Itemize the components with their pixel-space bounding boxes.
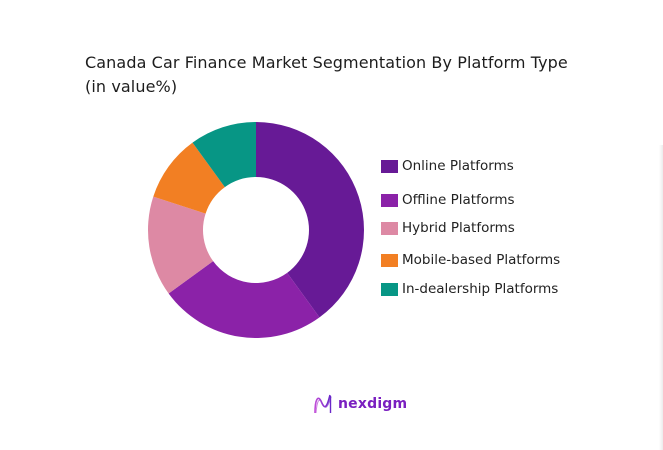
chart-title-line2: (in value%) bbox=[85, 77, 178, 96]
brand-logo: nexdigm bbox=[313, 393, 407, 415]
legend-item: Hybrid Platforms bbox=[381, 220, 515, 236]
donut-slice-mobile-based-platforms bbox=[153, 142, 225, 214]
donut-slice-in-dealership-platforms bbox=[192, 122, 256, 188]
legend-label: In-dealership Platforms bbox=[402, 281, 559, 297]
chart-title: Canada Car Finance Market Segmentation B… bbox=[85, 51, 625, 99]
donut-slice-offline-platforms bbox=[168, 261, 320, 338]
legend-item: Online Platforms bbox=[381, 158, 514, 174]
legend-label: Offline Platforms bbox=[402, 192, 515, 208]
legend-label: Hybrid Platforms bbox=[402, 220, 515, 236]
nexdigm-wave-icon bbox=[314, 394, 332, 414]
donut-slice-hybrid-platforms bbox=[148, 196, 214, 294]
brand-name: nexdigm bbox=[338, 396, 408, 412]
panel-edge-shadow bbox=[659, 145, 663, 450]
chart-title-line1: Canada Car Finance Market Segmentation B… bbox=[85, 53, 568, 72]
legend-swatch bbox=[381, 193, 398, 207]
legend-swatch bbox=[381, 159, 398, 173]
legend-swatch bbox=[381, 221, 398, 235]
legend-swatch bbox=[381, 282, 398, 296]
legend-item: Mobile-based Platforms bbox=[381, 252, 560, 268]
legend-swatch bbox=[381, 253, 398, 267]
legend-label: Online Platforms bbox=[402, 158, 514, 174]
donut-slice-online-platforms bbox=[256, 122, 364, 318]
donut-chart bbox=[148, 122, 364, 338]
legend-label: Mobile-based Platforms bbox=[402, 252, 561, 268]
legend-item: Offline Platforms bbox=[381, 192, 515, 208]
legend-item: In-dealership Platforms bbox=[381, 281, 558, 297]
